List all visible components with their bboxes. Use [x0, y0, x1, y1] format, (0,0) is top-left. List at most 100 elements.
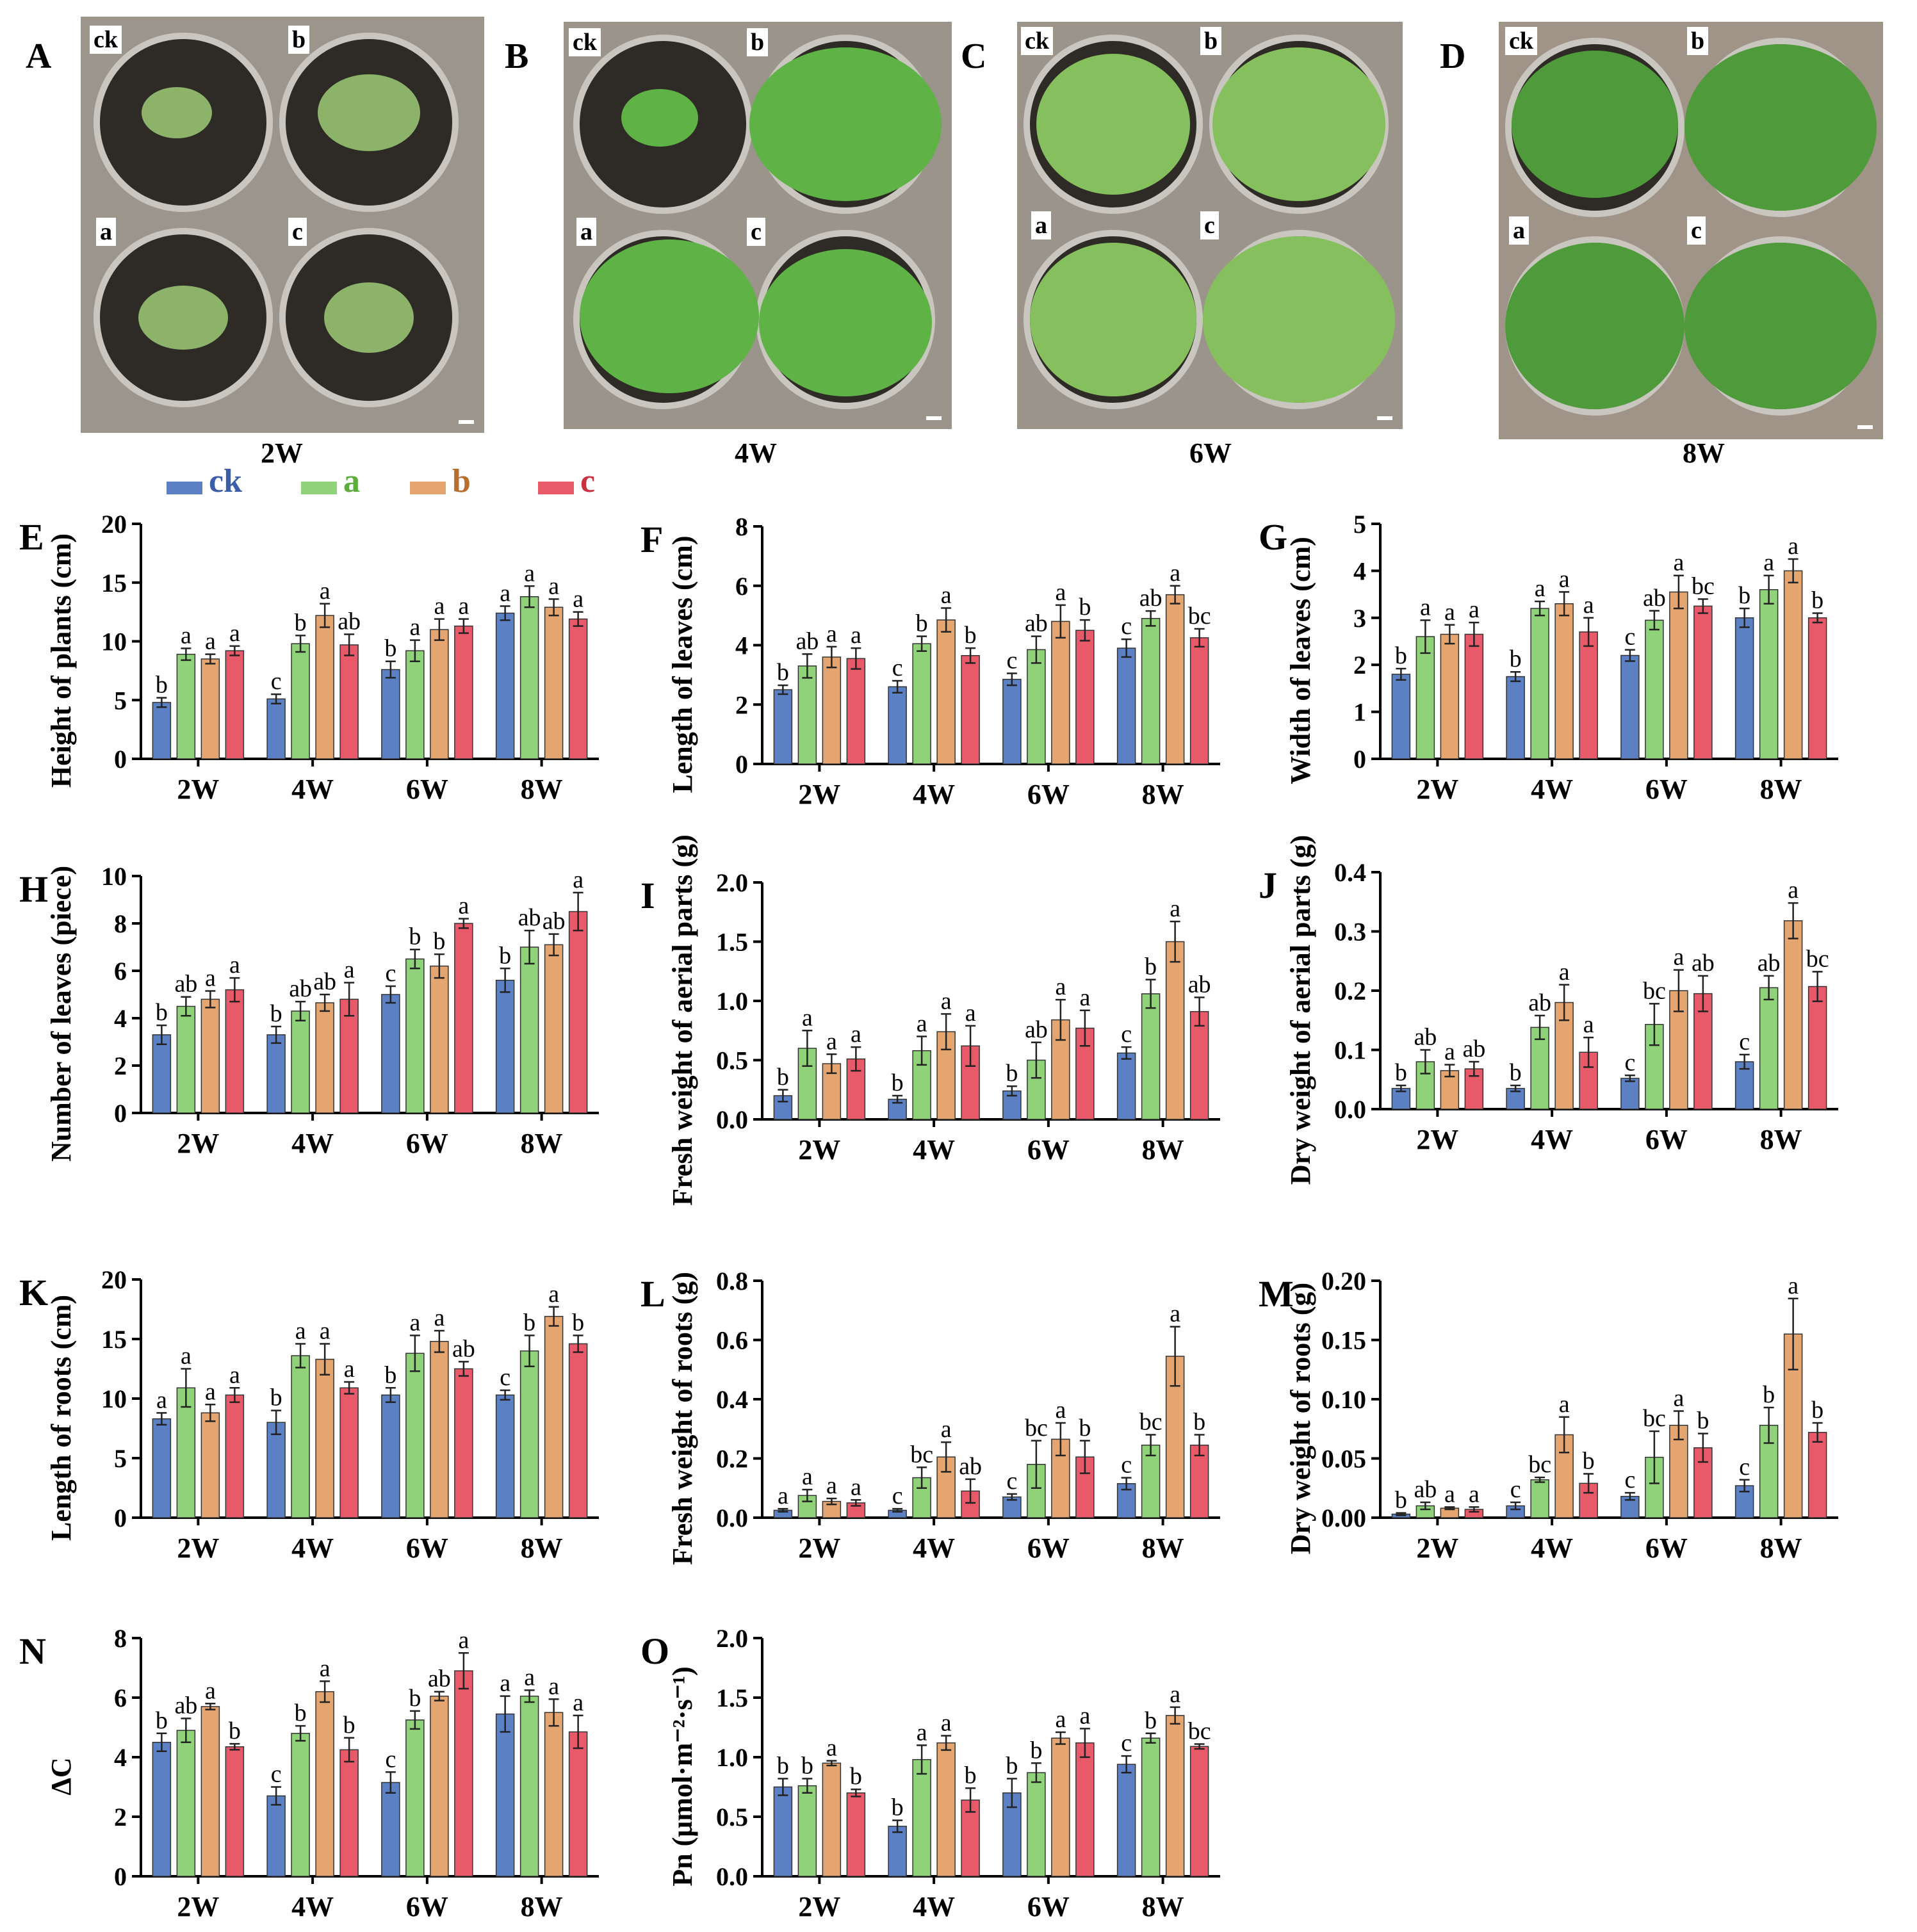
bar-ck: [495, 612, 515, 759]
significance-letter: b: [892, 1069, 904, 1096]
bar-b: [544, 1712, 564, 1877]
bar-b: [315, 1358, 334, 1518]
photo-caption: 2W: [261, 437, 303, 469]
significance-letter: a: [1055, 1706, 1066, 1733]
pot-label: c: [288, 218, 307, 246]
y-tick-label: 2: [114, 1051, 127, 1080]
pot-label: a: [1509, 216, 1529, 245]
pot-label: c: [1687, 216, 1706, 245]
significance-letter: b: [965, 1762, 977, 1789]
significance-letter: a: [1673, 1385, 1684, 1412]
significance-letter: b: [433, 928, 445, 955]
significance-letter: bc: [1025, 1415, 1048, 1441]
significance-letter: ab: [1528, 989, 1551, 1016]
pot-label: ck: [1021, 27, 1053, 55]
significance-letter: c: [892, 1482, 903, 1509]
y-tick-label: 8: [114, 1624, 127, 1653]
significance-letter: b: [384, 635, 396, 662]
y-tick-label: 1.0: [716, 1743, 748, 1772]
significance-letter: a: [1170, 1301, 1180, 1327]
y-tick-label: 0.6: [716, 1326, 748, 1355]
significance-letter: a: [573, 586, 583, 613]
pot-label: c: [747, 218, 765, 246]
significance-letter: a: [1788, 877, 1799, 904]
x-tick-label: 8W: [1142, 1891, 1184, 1922]
x-tick-label: 6W: [406, 1532, 448, 1564]
significance-letter: c: [1624, 1049, 1635, 1076]
significance-letter: bc: [1188, 603, 1211, 629]
panel-letter: E: [19, 516, 44, 558]
y-tick-label: 0.5: [716, 1046, 748, 1075]
y-tick-label: 6: [114, 957, 127, 986]
y-tick-label: 0.1: [1334, 1036, 1366, 1065]
x-tick-label: 6W: [1027, 1134, 1070, 1165]
significance-letter: a: [229, 620, 240, 647]
bar-b: [822, 656, 842, 765]
photo-panel-a: A ck b a c 2W: [13, 13, 487, 474]
significance-letter: ab: [174, 971, 197, 998]
significance-letter: a: [205, 628, 216, 655]
significance-letter: bc: [1528, 1451, 1551, 1478]
significance-letter: b: [1738, 582, 1750, 609]
x-tick-label: 4W: [913, 779, 955, 810]
bar-c: [568, 1343, 588, 1518]
significance-letter: a: [181, 622, 192, 649]
y-tick-label: 0.00: [1321, 1504, 1366, 1532]
significance-letter: b: [1145, 1707, 1157, 1734]
x-tick-label: 6W: [1645, 1532, 1688, 1564]
significance-letter: ab: [428, 1666, 451, 1693]
bar-b: [1783, 570, 1803, 759]
y-tick-label: 6: [114, 1684, 127, 1712]
y-tick-label: 1: [1353, 698, 1366, 727]
significance-letter: a: [500, 580, 510, 606]
significance-letter: ab: [518, 904, 541, 931]
significance-letter: ab: [289, 975, 312, 1002]
x-tick-label: 8W: [521, 1128, 563, 1159]
photo-panel-b: B ck b a c 4W: [487, 13, 961, 474]
significance-letter: ab: [959, 1453, 982, 1480]
significance-letter: b: [1811, 1397, 1823, 1424]
y-tick-label: 0.15: [1321, 1326, 1366, 1355]
chart-legend: ck a b c: [167, 462, 628, 501]
bar-b: [1165, 941, 1185, 1120]
y-tick-label: 15: [101, 1325, 127, 1354]
legend-swatch: [167, 482, 202, 494]
significance-letter: c: [1121, 1452, 1132, 1479]
bar-a: [176, 1730, 196, 1877]
bar-a: [1141, 993, 1161, 1120]
significance-letter: a: [1055, 579, 1066, 606]
bar-b: [430, 1695, 449, 1877]
significance-letter: a: [458, 893, 469, 920]
significance-letter: ab: [795, 628, 819, 654]
y-tick-label: 10: [101, 862, 127, 891]
y-tick-label: 0: [114, 1504, 127, 1532]
bar-b: [430, 629, 449, 759]
plant-photo: [81, 17, 484, 433]
y-tick-label: 4: [114, 1743, 127, 1772]
panel-letter: J: [1259, 865, 1277, 906]
significance-letter: a: [434, 1304, 445, 1331]
bar-a: [291, 1733, 310, 1877]
y-tick-label: 0: [114, 1862, 127, 1891]
bar-a: [1027, 649, 1046, 765]
significance-letter: ab: [174, 1693, 197, 1719]
significance-letter: a: [802, 1004, 813, 1031]
bar-ck: [888, 1826, 907, 1877]
significance-letter: b: [229, 1717, 241, 1744]
bar-ck: [152, 702, 172, 759]
bar-a: [519, 596, 539, 759]
panel-letter: B: [505, 37, 529, 76]
pot-label: ck: [1505, 27, 1537, 55]
significance-letter: bc: [1643, 977, 1666, 1004]
significance-letter: a: [851, 1473, 861, 1500]
bar-ck: [266, 1795, 286, 1877]
bar-c: [1189, 1011, 1209, 1120]
significance-letter: ab: [452, 1335, 475, 1362]
significance-letter: b: [270, 1384, 282, 1411]
significance-letter: a: [320, 578, 330, 605]
bar-b: [822, 1762, 842, 1877]
bar-c: [1189, 637, 1209, 765]
bar-a: [1141, 618, 1161, 765]
y-axis-label: ΔC: [45, 1757, 77, 1795]
